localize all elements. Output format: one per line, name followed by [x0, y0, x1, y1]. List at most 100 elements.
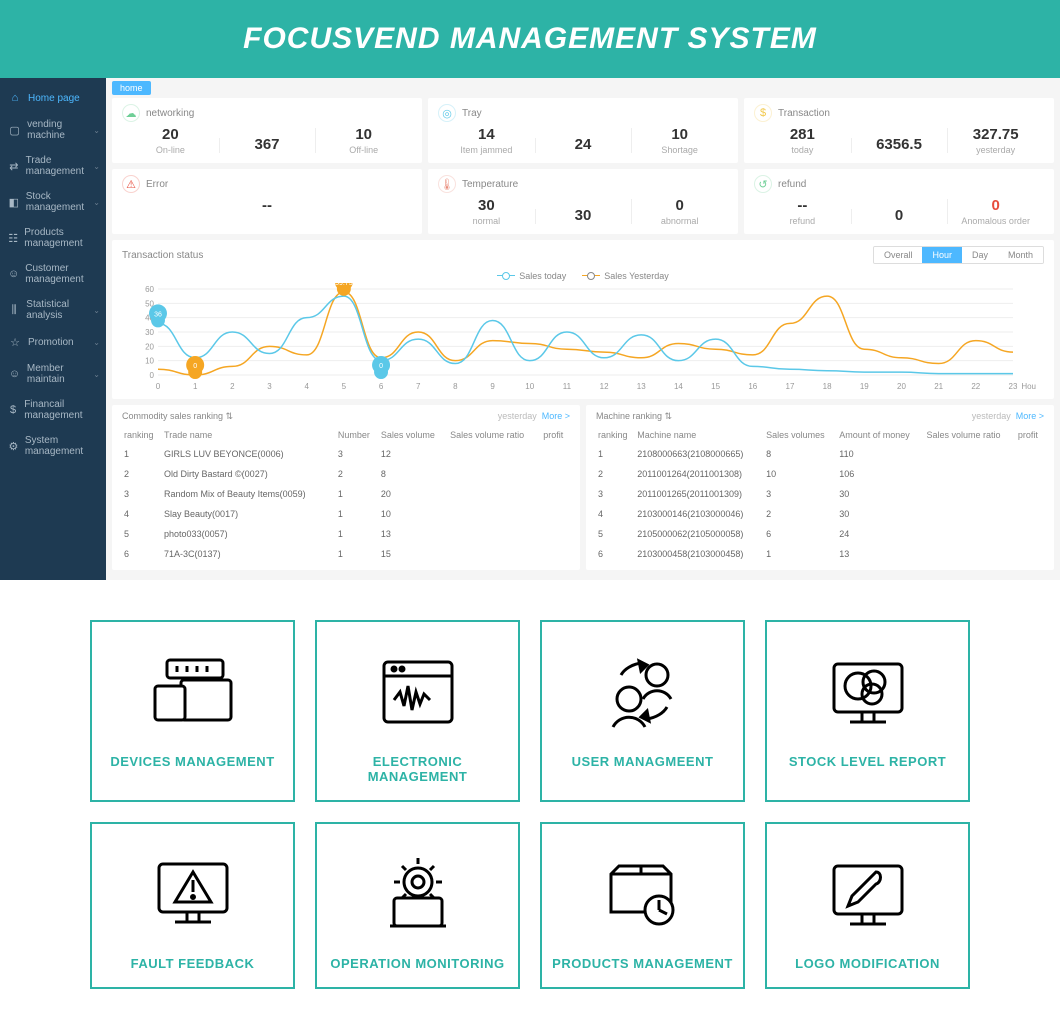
feature-card-0[interactable]: DEVICES MANAGEMENT: [90, 620, 295, 802]
svg-text:4: 4: [304, 382, 309, 391]
chart-legend: Sales today Sales Yesterday: [122, 268, 1044, 281]
metric-value: 30: [535, 207, 632, 224]
metric-value: 367: [219, 136, 316, 153]
chart-tab-day[interactable]: Day: [962, 247, 998, 263]
legend-item[interactable]: Sales today: [497, 271, 566, 281]
sidebar-icon: ◧: [8, 195, 20, 209]
card-header: ↺refund: [754, 175, 1044, 193]
fault-icon: [102, 844, 283, 944]
cell: 5: [122, 524, 162, 544]
metric-value: 24: [535, 136, 632, 153]
metric: 281today: [754, 126, 851, 155]
products-icon: [552, 844, 733, 944]
sidebar-item-0[interactable]: ⌂Home page: [0, 84, 106, 112]
feature-card-7[interactable]: LOGO MODIFICATION: [765, 822, 970, 989]
cell: 1: [122, 444, 162, 464]
sidebar-item-8[interactable]: ☺Member maintain⌄: [0, 356, 106, 392]
metric: 0abnormal: [631, 197, 728, 226]
cell: [1016, 544, 1044, 564]
sidebar-item-9[interactable]: $Financail management: [0, 392, 106, 428]
metric: 20On-line: [122, 126, 219, 155]
sidebar-item-4[interactable]: ☷Products management: [0, 220, 106, 256]
cell: [541, 464, 570, 484]
col-header: Machine name: [635, 426, 764, 444]
sidebar-label: Stock management: [26, 191, 98, 213]
sidebar-item-3[interactable]: ◧ Stock management⌄: [0, 184, 106, 220]
feature-card-4[interactable]: FAULT FEEDBACK: [90, 822, 295, 989]
sidebar-item-1[interactable]: ▢vending machine⌄: [0, 112, 106, 148]
chevron-down-icon: ⌄: [93, 162, 100, 171]
metric-value: 0: [631, 197, 728, 214]
cell: 8: [764, 444, 837, 464]
stat-card-2: $Transaction281today6356.5327.75yesterda…: [744, 98, 1054, 163]
col-header: ranking: [122, 426, 162, 444]
col-header: Trade name: [162, 426, 336, 444]
legend-item[interactable]: Sales Yesterday: [582, 271, 669, 281]
sidebar-item-5[interactable]: ☺Customer management: [0, 256, 106, 292]
more-link[interactable]: More >: [1016, 411, 1044, 421]
sidebar-label: Statistical analysis: [26, 299, 98, 321]
table-row: 671A-3C(0137)115: [122, 544, 570, 564]
col-header: profit: [541, 426, 570, 444]
card-header: ◎Tray: [438, 104, 728, 122]
cell: 2: [764, 504, 837, 524]
table-row: 22011001264(2011001308)10106: [596, 464, 1044, 484]
cell: 71A-3C(0137): [162, 544, 336, 564]
cell: 1: [764, 544, 837, 564]
metric: 10Shortage: [631, 126, 728, 155]
table-sub: yesterday: [498, 411, 537, 421]
cell: [1016, 484, 1044, 504]
metric-label: refund: [754, 216, 851, 226]
more-link[interactable]: More >: [542, 411, 570, 421]
sidebar-item-10[interactable]: ⚙System management: [0, 428, 106, 464]
stat-cards: ☁networking20On-line36710Off-line◎Tray14…: [112, 98, 1054, 234]
card-icon: ☁: [122, 104, 140, 122]
feature-card-6[interactable]: PRODUCTS MANAGEMENT: [540, 822, 745, 989]
col-header: ranking: [596, 426, 635, 444]
machine-ranking: Machine ranking ⇅yesterday More >ranking…: [586, 405, 1054, 570]
metric: --refund: [754, 197, 851, 226]
sidebar-item-6[interactable]: ⫼Statistical analysis⌄: [0, 292, 106, 328]
sidebar-item-2[interactable]: ⇄Trade management⌄: [0, 148, 106, 184]
chart-tab-month[interactable]: Month: [998, 247, 1043, 263]
chart-tab-hour[interactable]: Hour: [922, 247, 962, 263]
cell: 24: [837, 524, 924, 544]
cell: 3: [596, 484, 635, 504]
chevron-down-icon: ⌄: [93, 338, 100, 347]
table-row: 52105000062(2105000058)624: [596, 524, 1044, 544]
cell: 1: [336, 504, 379, 524]
svg-text:5: 5: [342, 382, 347, 391]
operation-icon: [327, 844, 508, 944]
user-icon: [552, 642, 733, 742]
cell: 6: [596, 544, 635, 564]
sidebar-icon: ☺: [8, 267, 19, 281]
metric-value: 30: [438, 197, 535, 214]
stat-card-3: ⚠Error--: [112, 169, 422, 234]
cell: 6: [764, 524, 837, 544]
chevron-down-icon: ⌄: [93, 198, 100, 207]
sidebar-label: vending machine: [27, 119, 98, 141]
devices-icon: [102, 642, 283, 742]
chart-tab-overall[interactable]: Overall: [874, 247, 923, 263]
svg-text:7: 7: [416, 382, 421, 391]
cell: [541, 544, 570, 564]
breadcrumb-home[interactable]: home: [112, 81, 151, 95]
feature-card-1[interactable]: ELECTRONIC MANAGEMENT: [315, 620, 520, 802]
svg-text:8: 8: [453, 382, 458, 391]
svg-text:36: 36: [154, 311, 162, 318]
sidebar-item-7[interactable]: ☆Promotion⌄: [0, 328, 106, 356]
stat-card-4: 🌡Temperature30normal300abnormal: [428, 169, 738, 234]
feature-card-5[interactable]: OPERATION MONITORING: [315, 822, 520, 989]
cell: 2: [336, 464, 379, 484]
sidebar-label: Trade management: [26, 155, 98, 177]
sidebar-icon: ⚙: [8, 439, 19, 453]
feature-card-3[interactable]: STOCK LEVEL REPORT: [765, 620, 970, 802]
cell: 12: [379, 444, 448, 464]
metric-value: 14: [438, 126, 535, 143]
col-header: Sales volumes: [764, 426, 837, 444]
chevron-down-icon: ⌄: [93, 126, 100, 135]
feature-card-2[interactable]: USER MANAGMEENT: [540, 620, 745, 802]
cell: [1016, 504, 1044, 524]
main-area: home ☁networking20On-line36710Off-line◎T…: [106, 78, 1060, 580]
cell: Old Dirty Bastard ©(0027): [162, 464, 336, 484]
